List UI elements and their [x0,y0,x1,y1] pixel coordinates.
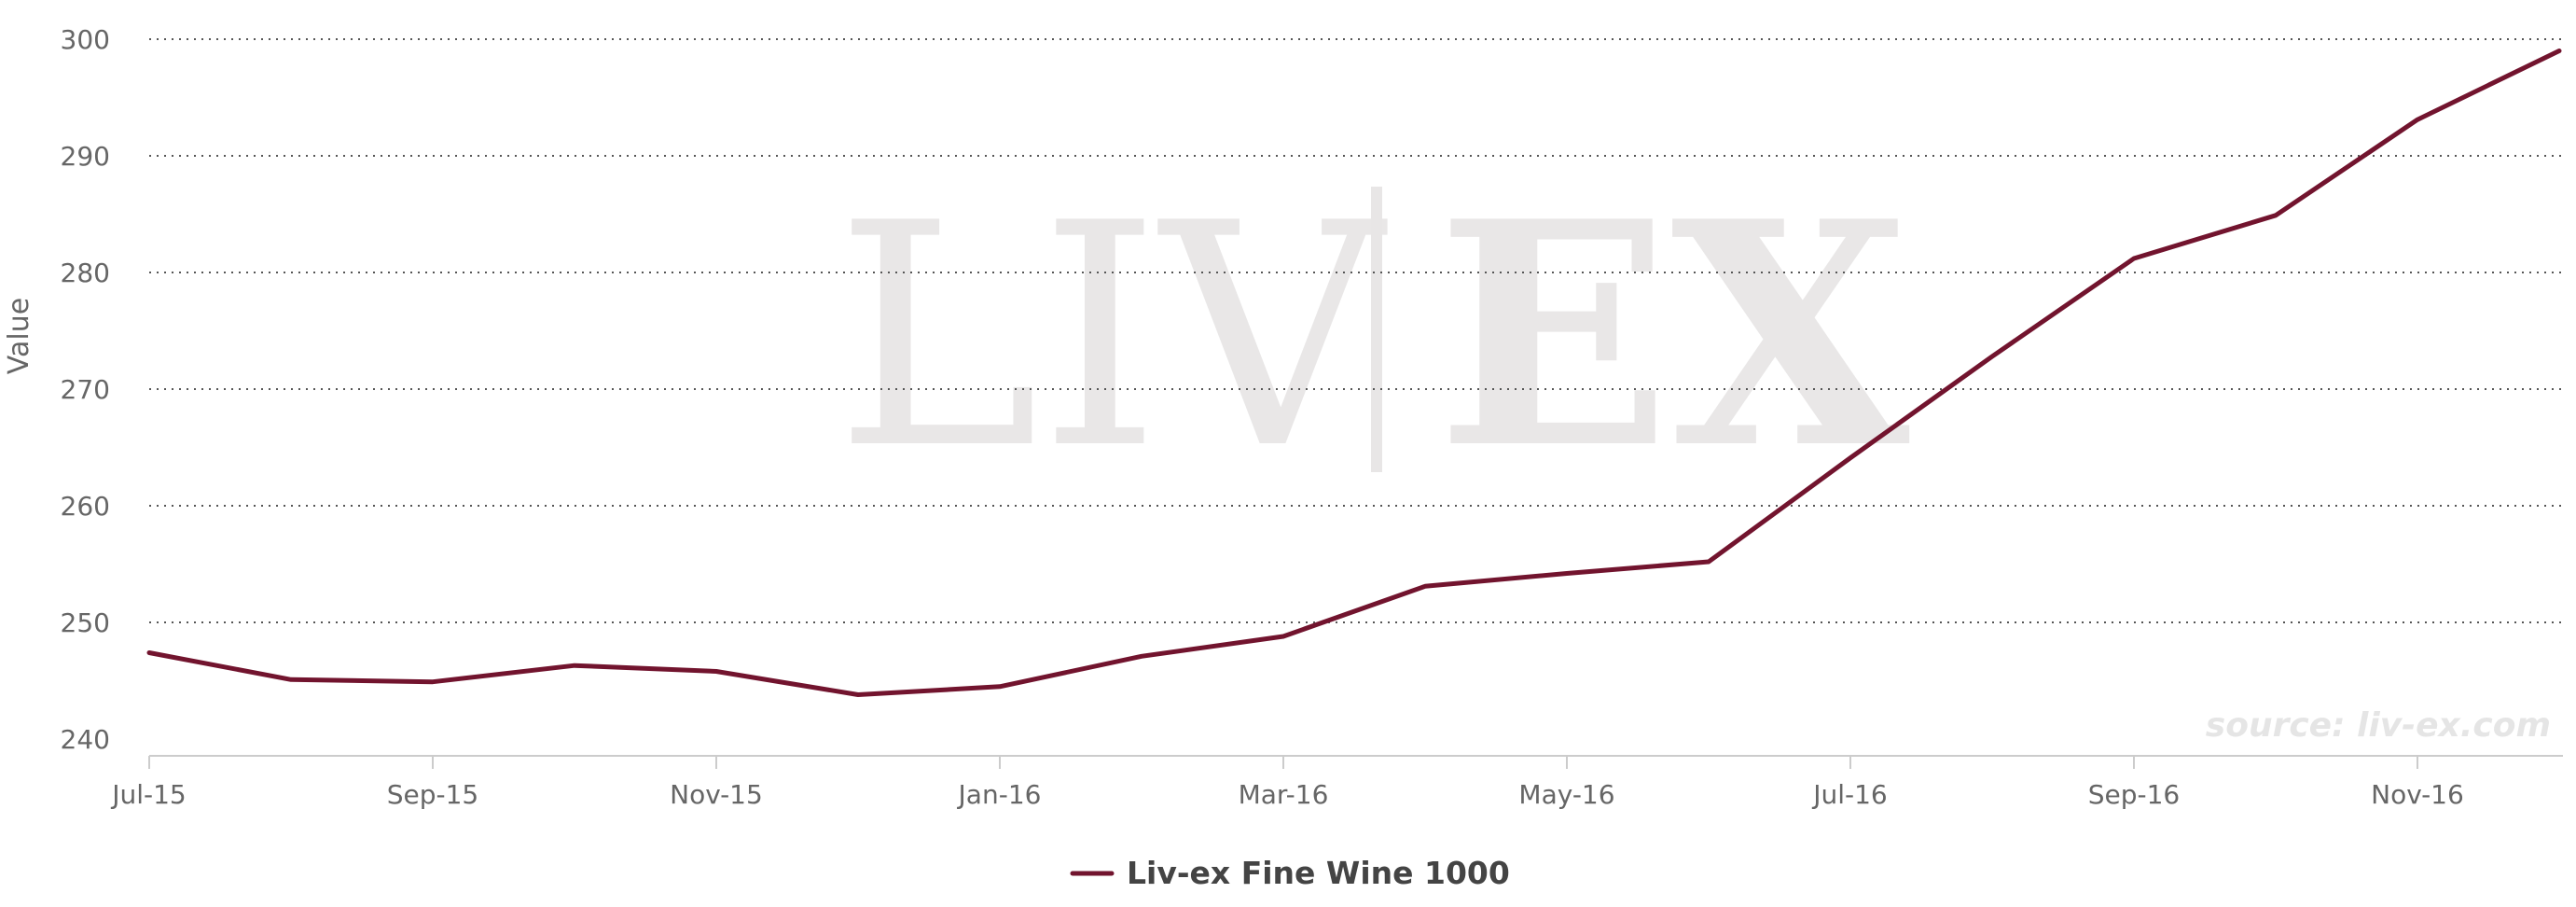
y-tick-label: 290 [61,141,110,172]
x-tick-label: Jul-15 [110,779,187,810]
data-point[interactable] [1276,629,1291,644]
series-line[interactable] [146,49,2562,697]
data-point[interactable] [709,664,724,679]
data-point[interactable] [1985,349,2000,364]
data-point[interactable] [1134,649,1149,663]
x-axis: Jul-15 Sep-15 Nov-15 Jan-16 Mar-16 May-16 Jul-… [110,755,2563,810]
series-group [142,44,2567,703]
y-tick-label: 300 [61,24,110,55]
x-tick-label: May-16 [1518,779,1614,810]
watermark-right-text: EX [1436,154,1911,516]
legend-item-label[interactable]: Liv-ex Fine Wine 1000 [1127,855,1510,891]
data-point[interactable] [1418,579,1433,593]
data-point[interactable] [284,672,298,687]
y-tick-label: 260 [61,491,110,522]
x-tick-label: Nov-16 [2371,779,2464,810]
y-axis: 240 250 260 270 280 290 300 [61,24,110,755]
source-note: source: liv-ex.com [2206,706,2551,745]
data-point[interactable] [142,646,157,661]
y-tick-label: 250 [61,607,110,638]
data-point[interactable] [1843,451,1858,466]
data-point[interactable] [851,688,866,703]
x-tick-label: Sep-15 [387,779,479,810]
x-tick-label: Nov-15 [670,779,763,810]
data-point[interactable] [567,658,582,673]
watermark-divider [1371,187,1382,472]
data-point[interactable] [992,679,1007,694]
x-tick-label: Jul-16 [1811,779,1888,810]
x-tick-label: Sep-16 [2088,779,2181,810]
y-tick-label: 270 [61,374,110,405]
data-point[interactable] [2552,44,2567,59]
y-tick-label: 240 [61,724,110,755]
watermark-left-text: LIV [835,158,1392,516]
x-tick-label: Jan-16 [957,779,1042,810]
y-tick-label: 280 [61,258,110,288]
y-axis-title: Value [3,298,35,374]
data-point[interactable] [1559,566,1574,581]
watermark-logo: LIV EX [835,154,1911,516]
data-point[interactable] [425,675,440,690]
data-point[interactable] [2126,251,2141,266]
data-point[interactable] [2268,208,2283,223]
data-point[interactable] [2410,112,2425,127]
data-point[interactable] [1701,554,1716,569]
x-tick-label: Mar-16 [1239,779,1329,810]
legend[interactable]: Liv-ex Fine Wine 1000 [1070,855,1510,891]
